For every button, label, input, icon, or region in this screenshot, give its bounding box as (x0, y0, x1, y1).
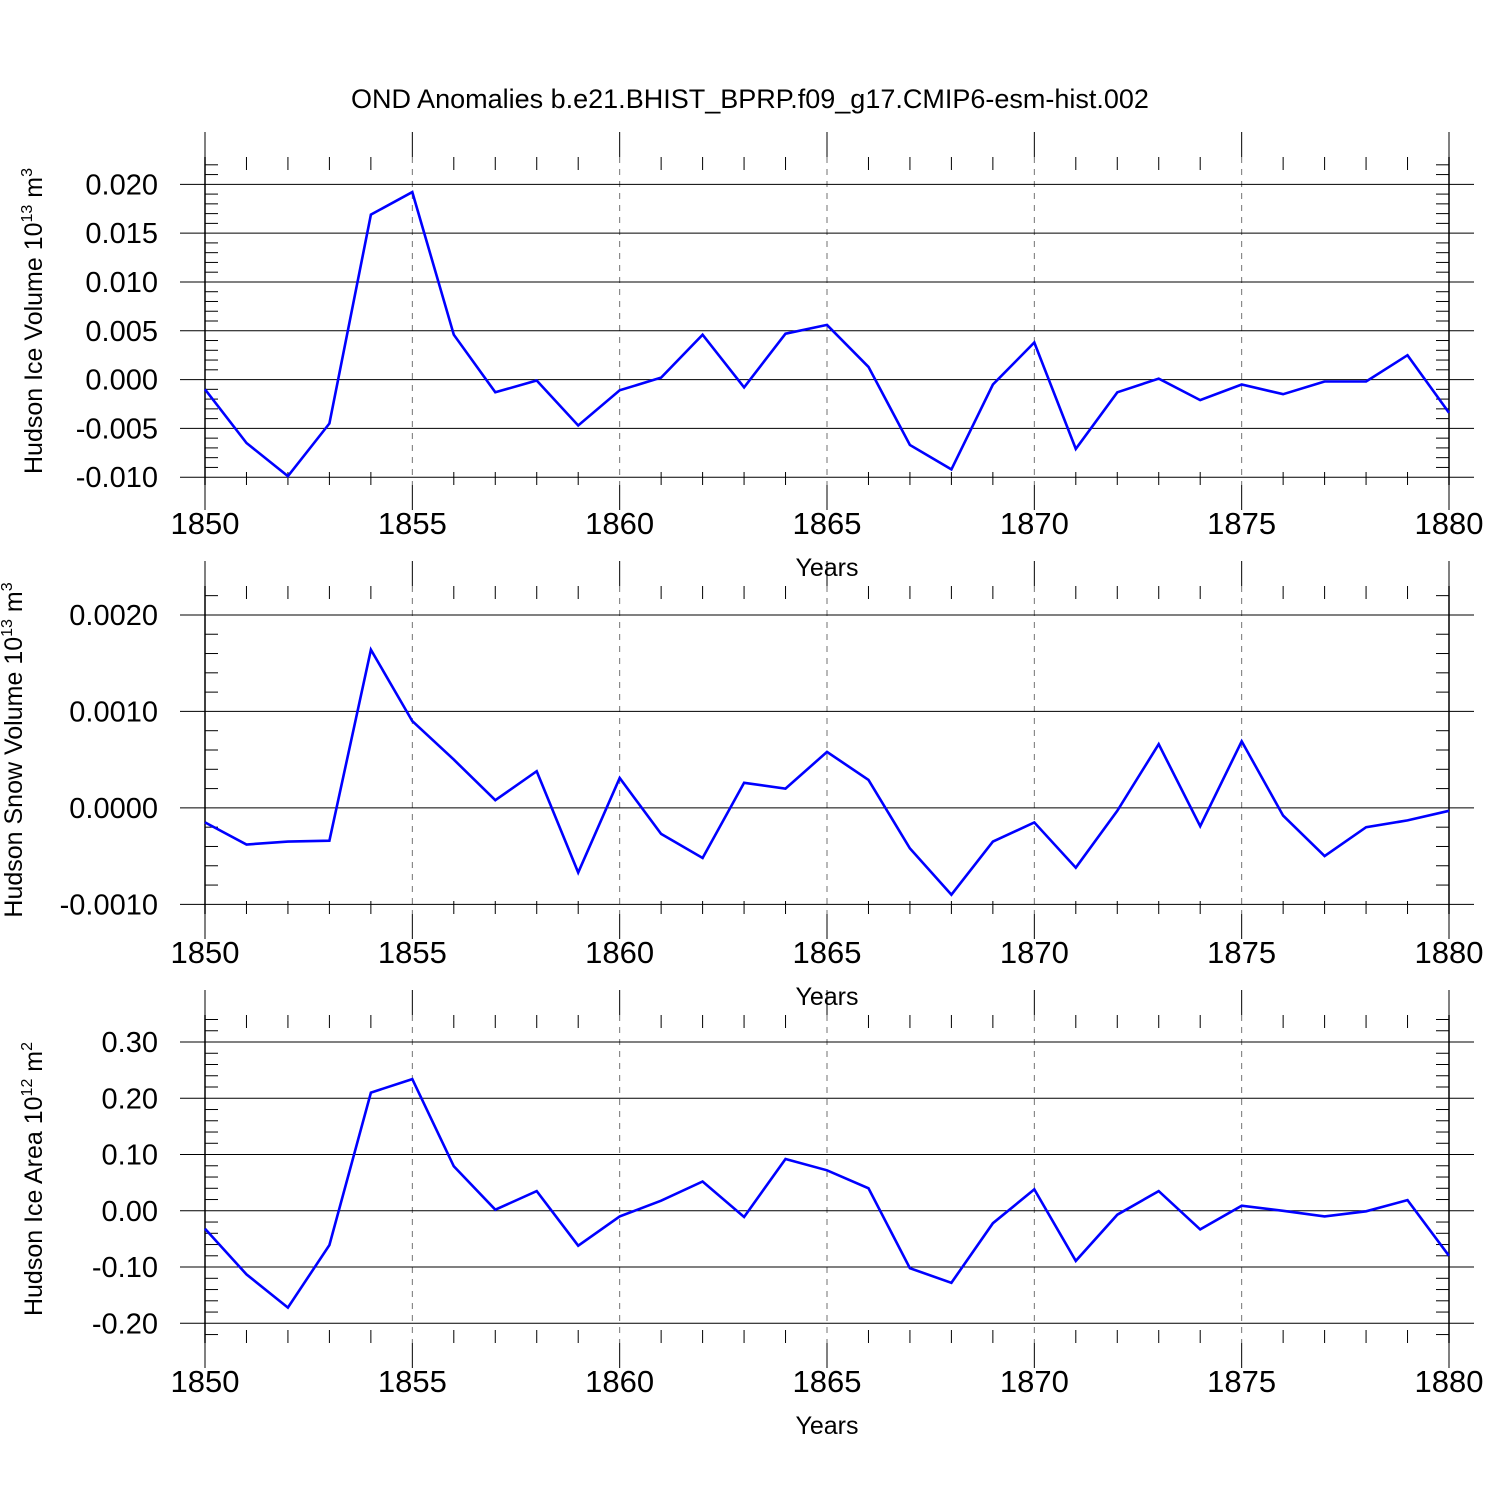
y-tick-label: 0.0000 (69, 793, 158, 825)
x-tick-label: 1880 (1415, 506, 1484, 541)
y-tick-label: 0.005 (85, 316, 158, 348)
y-tick-label: 0.010 (85, 267, 158, 299)
data-series-line (204, 646, 1450, 897)
y-tick-label: 0.0020 (69, 600, 158, 632)
x-tick-label: 1855 (378, 1364, 447, 1399)
x-tick-label: 1860 (585, 1364, 654, 1399)
y-tick-label: 0.30 (102, 1027, 158, 1059)
y-tick-label: 0.020 (85, 169, 158, 201)
x-tick-label: 1860 (585, 506, 654, 541)
y-tick-label: 0.20 (102, 1083, 158, 1115)
x-tick-label: 1875 (1207, 935, 1276, 970)
x-tick-label: 1880 (1415, 935, 1484, 970)
figure-title: OND Anomalies b.e21.BHIST_BPRP.f09_g17.C… (351, 84, 1149, 114)
data-series-line (203, 190, 1451, 479)
x-tick-label: 1870 (1000, 1364, 1069, 1399)
y-tick-label: -0.0010 (60, 889, 158, 921)
panel-ice-area: -0.20 -0.10 0.00 0.10 0.20 0.30 1850 1855 1860 18… (19, 990, 1483, 1440)
x-tick-label: 1855 (378, 506, 447, 541)
x-tick-label: 1865 (793, 506, 862, 541)
x-tick-label: 1865 (793, 1364, 862, 1399)
x-tick-label: 1850 (171, 506, 240, 541)
panel-ice-volume: -0.010 -0.005 0.000 0.005 0.010 0.015 0.020 185… (19, 132, 1483, 582)
y-tick-label: -0.010 (76, 462, 158, 494)
y-tick-label: 0.00 (102, 1196, 158, 1228)
y-tick-label: 0.000 (85, 365, 158, 397)
x-tick-label: 1850 (171, 1364, 240, 1399)
x-tick-label: 1870 (1000, 935, 1069, 970)
y-tick-label: -0.20 (92, 1308, 158, 1340)
x-tick-label: 1865 (793, 935, 862, 970)
x-tick-label: 1875 (1207, 506, 1276, 541)
x-tick-label: 1850 (171, 935, 240, 970)
panel-snow-volume: -0.0010 0.0000 0.0010 0.0020 1850 1855 1860 186… (0, 561, 1483, 1011)
data-series-line (204, 1077, 1451, 1310)
x-axis-title: Years (795, 1412, 858, 1440)
y-axis-title: Hudson Snow Volume 1013 m3 (0, 582, 28, 917)
y-tick-label: -0.10 (92, 1252, 158, 1284)
y-axis-title: Hudson Ice Area 1012 m2 (19, 1042, 48, 1316)
y-axis-title: Hudson Ice Volume 1013 m3 (19, 168, 48, 474)
x-tick-label: 1860 (585, 935, 654, 970)
y-tick-label: 0.015 (85, 218, 158, 250)
x-tick-label: 1870 (1000, 506, 1069, 541)
x-tick-label: 1855 (378, 935, 447, 970)
x-tick-label: 1880 (1415, 1364, 1484, 1399)
x-tick-label: 1875 (1207, 1364, 1276, 1399)
y-tick-label: 0.0010 (69, 696, 158, 728)
y-tick-label: 0.10 (102, 1140, 158, 1172)
y-tick-label: -0.005 (76, 413, 158, 445)
